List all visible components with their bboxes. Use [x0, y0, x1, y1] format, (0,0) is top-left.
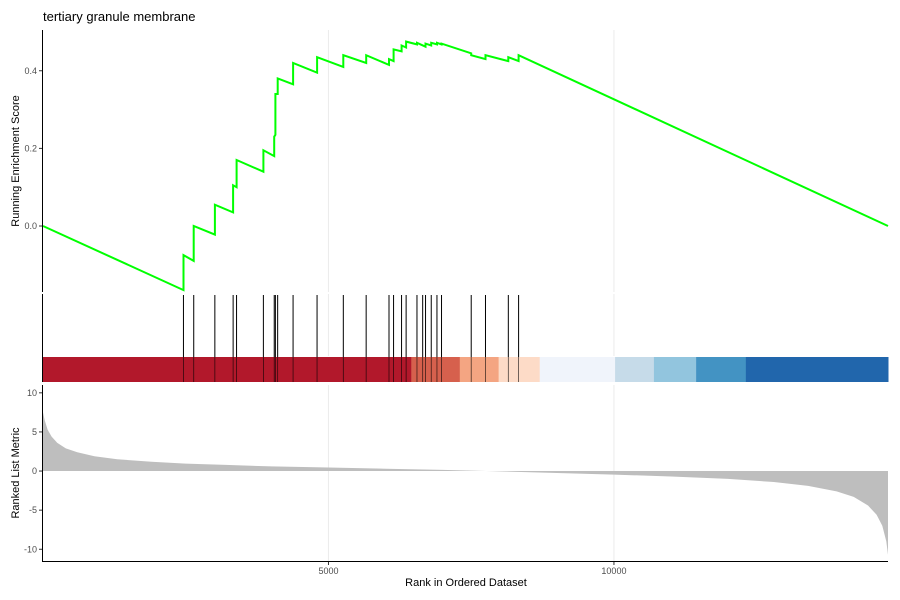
metric-y-tick-label: -10 — [24, 544, 37, 554]
metric-y-tick-label: -5 — [29, 505, 37, 515]
metric-y-tick-label: 10 — [27, 388, 37, 398]
x-axis-title: Rank in Ordered Dataset — [405, 577, 527, 589]
rank-color-band — [459, 357, 500, 382]
es-y-axis-title: Running Enrichment Score — [10, 95, 22, 226]
rank-color-bands — [43, 357, 889, 382]
x-axis: 5000 10000 — [318, 562, 626, 576]
x-tick-label: 10000 — [601, 566, 626, 576]
hits-panel — [42, 294, 889, 382]
es-y-tick-label: 0.4 — [24, 66, 37, 76]
rank-color-band — [539, 357, 616, 382]
rank-color-band — [615, 357, 655, 382]
rank-color-band — [43, 357, 412, 382]
es-curve — [42, 40, 889, 292]
es-panel: 0.0 0.2 0.4 Running Enrichment Score — [10, 30, 889, 292]
rank-color-band — [411, 357, 461, 382]
es-y-axis: 0.0 0.2 0.4 — [24, 66, 42, 231]
es-y-tick-label: 0.0 — [24, 221, 37, 231]
metric-y-tick-label: 0 — [32, 466, 37, 476]
chart-title: tertiary granule membrane — [43, 9, 195, 24]
metric-y-tick-label: 5 — [32, 427, 37, 437]
metric-area — [43, 412, 888, 555]
rank-color-band — [653, 357, 697, 382]
rank-color-band — [745, 357, 889, 382]
hits-grid — [327, 294, 615, 356]
rank-color-band — [696, 357, 747, 382]
rank-color-band — [498, 357, 541, 382]
es-grid — [327, 30, 615, 292]
x-tick-label: 5000 — [318, 566, 338, 576]
metric-y-axis-title: Ranked List Metric — [10, 427, 22, 519]
es-y-tick-label: 0.2 — [24, 143, 37, 153]
metric-panel: 10 5 0 -5 -10 5000 10000 Ranked List Metric R… — [10, 385, 888, 589]
metric-y-axis: 10 5 0 -5 -10 — [24, 388, 42, 554]
